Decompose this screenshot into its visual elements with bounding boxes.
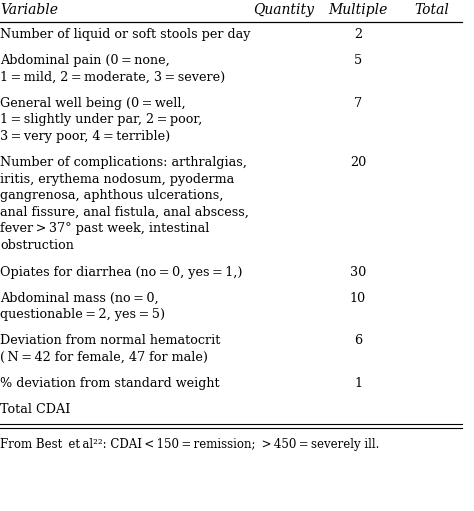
Text: 5: 5 [354,54,362,67]
Text: 10: 10 [350,292,366,305]
Text: 1: 1 [354,377,362,390]
Text: Total: Total [414,3,449,17]
Text: Opiates for diarrhea (no = 0, yes = 1,): Opiates for diarrhea (no = 0, yes = 1,) [0,266,243,278]
Text: General well being (0 = well,
1 = slightly under par, 2 = poor,
3 = very poor, 4: General well being (0 = well, 1 = slight… [0,97,202,143]
Text: Total CDAI: Total CDAI [0,403,70,415]
Text: 30: 30 [350,266,366,278]
Text: Abdominal pain (0 = none,
1 = mild, 2 = moderate, 3 = severe): Abdominal pain (0 = none, 1 = mild, 2 = … [0,54,225,84]
Text: From Best  et al²²: CDAI < 150 = remission;  > 450 = severely ill.: From Best et al²²: CDAI < 150 = remissio… [0,438,379,451]
Text: Quantity: Quantity [254,3,315,17]
Text: % deviation from standard weight: % deviation from standard weight [0,377,219,390]
Text: Number of complications: arthralgias,
iritis, erythema nodosum, pyoderma
gangren: Number of complications: arthralgias, ir… [0,156,249,252]
Text: Number of liquid or soft stools per day: Number of liquid or soft stools per day [0,29,250,41]
Text: 20: 20 [350,156,366,169]
Text: 6: 6 [354,334,362,347]
Text: Variable: Variable [0,3,58,17]
Text: Multiple: Multiple [328,3,388,17]
Text: 2: 2 [354,29,362,41]
Text: Abdominal mass (no = 0,
questionable = 2, yes = 5): Abdominal mass (no = 0, questionable = 2… [0,292,165,321]
Text: 7: 7 [354,97,362,110]
Text: Deviation from normal hematocrit
( N = 42 for female, 47 for male): Deviation from normal hematocrit ( N = 4… [0,334,220,364]
